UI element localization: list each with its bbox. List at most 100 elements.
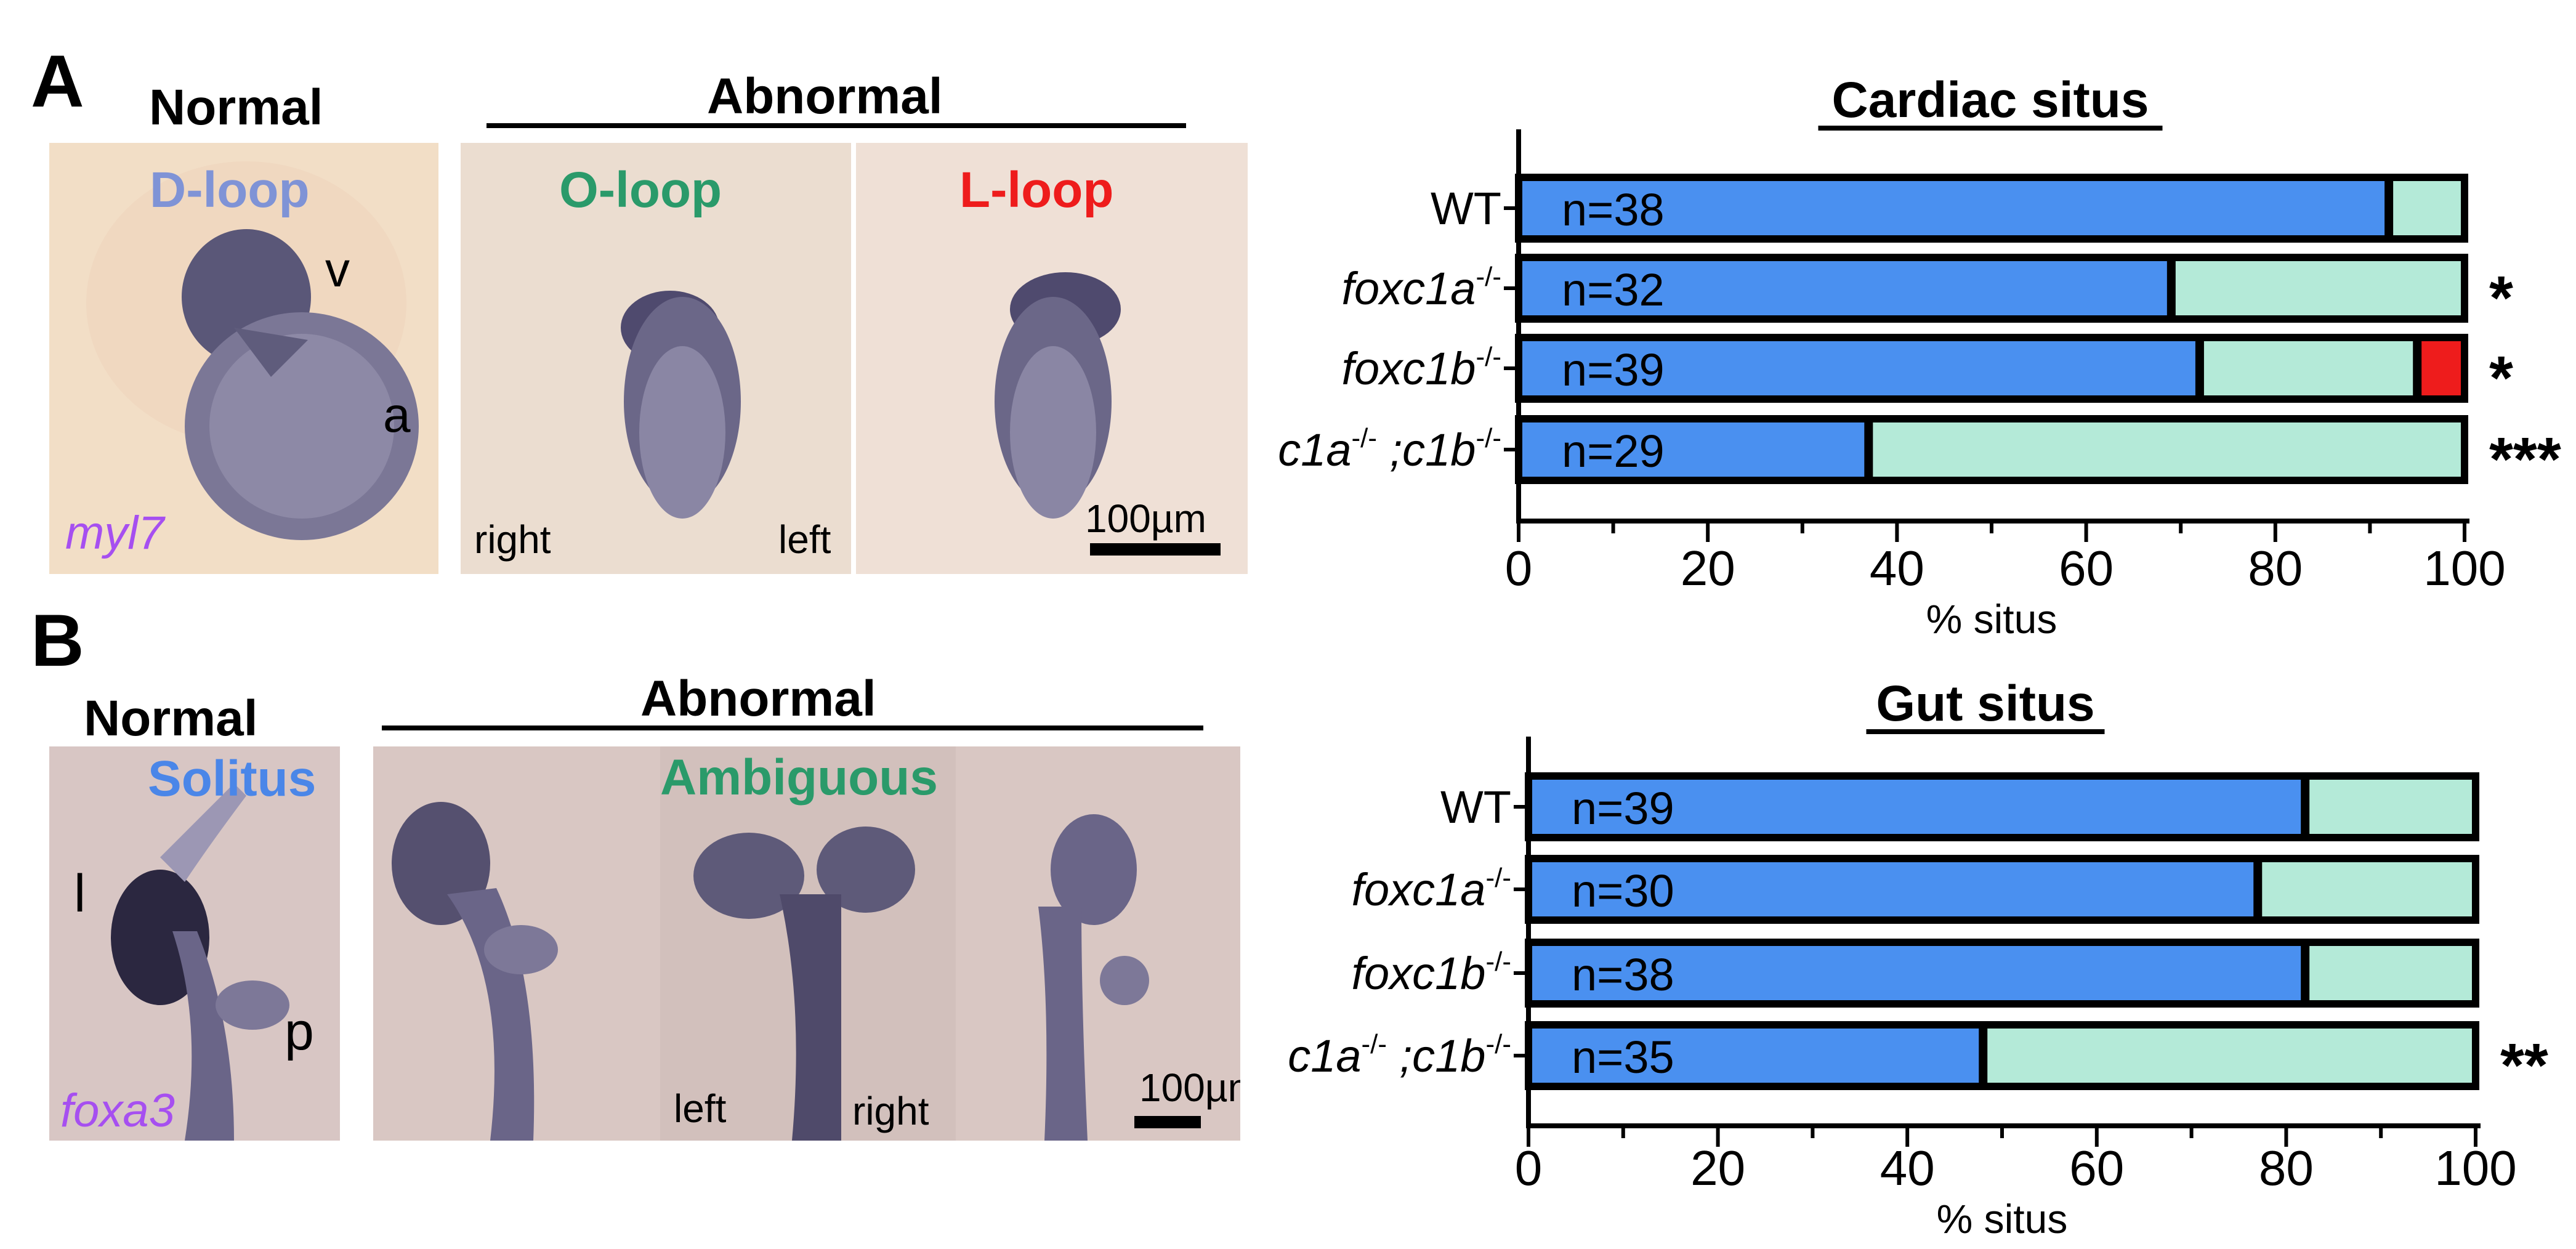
gut-situs-bar-ambiguous [2258,859,2476,920]
oloop-right-label: right [474,517,551,562]
gut-situs-x-tick [2000,1126,2004,1138]
gut-situs-x-tick [1716,1126,1720,1147]
gut-situs-y-tick [1514,805,1527,809]
cardiac-situs-bar-l-loop [2417,338,2465,399]
gut-situs-y-tick [1514,1054,1527,1057]
gut-situs-bar-solitus [1528,942,2306,1004]
cardiac-situs-significance-mark: * [2489,344,2513,413]
gut-situs-x-tick-label: 60 [2069,1141,2124,1195]
cardiac-situs-category-label: foxc1b-/-​ [1341,342,1501,394]
cardiac-situs-n-label: n=39 [1562,344,1665,395]
panel-b-right-label: right [852,1089,929,1133]
gut-situs-title-underline [1866,729,2105,734]
gut-situs-bar-ambiguous [1983,1025,2476,1086]
cardiac-situs-y-tick [1504,448,1517,451]
gut-situs-x-tick [2379,1126,2383,1138]
gut-situs-title: Gut situs [1876,676,2094,732]
gut-situs-significance-mark: ** [2500,1031,2548,1100]
gut-situs-x-tick [2094,1126,2099,1147]
liver-label: l [74,864,86,923]
cardiac-situs-bar-o-loop [2199,338,2418,399]
cardiac-situs-bar-outline [1515,174,2468,243]
gut-situs-category-label: c1a-/-​ ;c1b-/-​ [1288,1029,1511,1081]
cardiac-situs-x-tick [1895,521,1899,542]
cardiac-situs-x-tick-label: 60 [2059,541,2114,596]
panel-a-scale-bar [1090,543,1221,556]
cardiac-situs-category-label: c1a-/-​ ;c1b-/-​ [1278,423,1501,475]
atrium-label: a [383,387,411,442]
gut-situs-y-tick [1514,971,1527,975]
gut-situs-bar-ambiguous [2305,942,2476,1004]
gut-situs-y-tick [1514,887,1527,891]
gut-situs-bar-outline [1525,855,2479,924]
cardiac-situs-segment-divider [2166,257,2176,319]
panel-b-normal-header: Normal [84,690,258,746]
panel-a-abnormal-rule [487,123,1186,128]
gut-situs-category-label: foxc1b-/-​ [1351,947,1511,999]
panel-b-scale-bar [1134,1116,1201,1128]
dloop-label: D-loop [150,162,310,218]
gut-situs-segment-divider [1979,1025,1988,1086]
oloop-left-label: left [778,517,831,562]
cardiac-situs-x-tick [1990,521,1993,533]
cardiac-situs-title: Cardiac situs [1832,72,2149,128]
cardiac-situs-y-tick [1504,286,1517,290]
cardiac-situs-x-tick-label: 20 [1681,541,1735,596]
cardiac-situs-y-tick [1504,206,1517,210]
gut-situs-bar-outline [1525,939,2479,1008]
cardiac-situs-x-tick [2084,521,2088,542]
cardiac-situs-x-tick [2179,521,2183,533]
ambiguous-label: Ambiguous [660,750,938,806]
cardiac-situs-x-tick [2273,521,2277,542]
cardiac-situs-bar-d-loop [1519,338,2200,399]
gut-situs-x-tick [1905,1126,1910,1147]
cardiac-situs-x-tick-label: 40 [1870,541,1924,596]
gut-situs-n-label: n=30 [1572,865,1674,916]
panel-a-scale-label: 100µm [1085,496,1206,541]
cardiac-situs-bar-o-loop [2171,257,2465,319]
panel-a-abnormal-header: Abnormal [707,68,943,124]
cardiac-situs-category-label: WT [1431,183,1501,234]
panel-b-abnormal-rule [382,726,1203,730]
cardiac-situs-bar-d-loop [1519,419,1869,480]
lloop-label: L-loop [959,162,1114,218]
cardiac-situs-bar-d-loop [1519,177,2389,239]
cardiac-situs-y-axis [1516,129,1521,523]
cardiac-situs-x-tick [1706,521,1710,542]
gut-situs-n-label: n=39 [1572,783,1674,834]
panel-b-left-label: left [674,1086,727,1131]
gut-situs-x-tick [1621,1126,1625,1138]
gut-situs-segment-divider [2301,942,2310,1004]
cardiac-situs-segment-divider [2384,177,2394,239]
gut-situs-category-label: foxc1a-/-​ [1351,863,1511,915]
gut-situs-x-tick [2474,1126,2477,1147]
gut-situs-x-tick [1527,1126,1530,1147]
cardiac-situs-segment-divider [2195,338,2204,399]
ambiguous-gut-images: Ambiguous left right 100µm [373,746,1240,1141]
cardiac-situs-segment-divider [1864,419,1873,480]
cardiac-situs-x-tick-label: 80 [2248,541,2303,596]
pancreas-label: p [285,1002,314,1061]
cardiac-situs-x-tick [1611,521,1615,533]
oloop-label: O-loop [559,162,722,218]
cardiac-situs-bar-outline [1515,254,2468,323]
gut-situs-x-axis-label: % situs [1937,1196,2068,1242]
cardiac-situs-x-tick-label: 0 [1505,541,1533,596]
cardiac-situs-bar-outline [1515,334,2468,403]
gut-situs-x-tick [1811,1126,1815,1138]
cardiac-situs-x-tick [2368,521,2372,533]
cardiac-situs-category-label: foxc1a-/-​ [1341,262,1501,314]
lloop-heart-image: L-loop 100µm [856,143,1248,574]
gut-situs-bar-solitus [1528,1025,1984,1086]
panel-b-letter: B [31,599,84,682]
solitus-label: Solitus [148,751,317,807]
cardiac-situs-bar-d-loop [1519,257,2171,319]
panel-b-scale-label: 100µm [1139,1065,1240,1110]
gut-situs-x-tick-label: 20 [1690,1141,1745,1195]
cardiac-situs-x-tick [1517,521,1520,542]
cardiac-situs-x-tick-label: 100 [2423,541,2505,596]
gut-situs-x-tick-label: 100 [2434,1141,2516,1195]
myl7-gene-label: myl7 [65,507,164,559]
gut-situs-segment-divider [2301,776,2310,838]
